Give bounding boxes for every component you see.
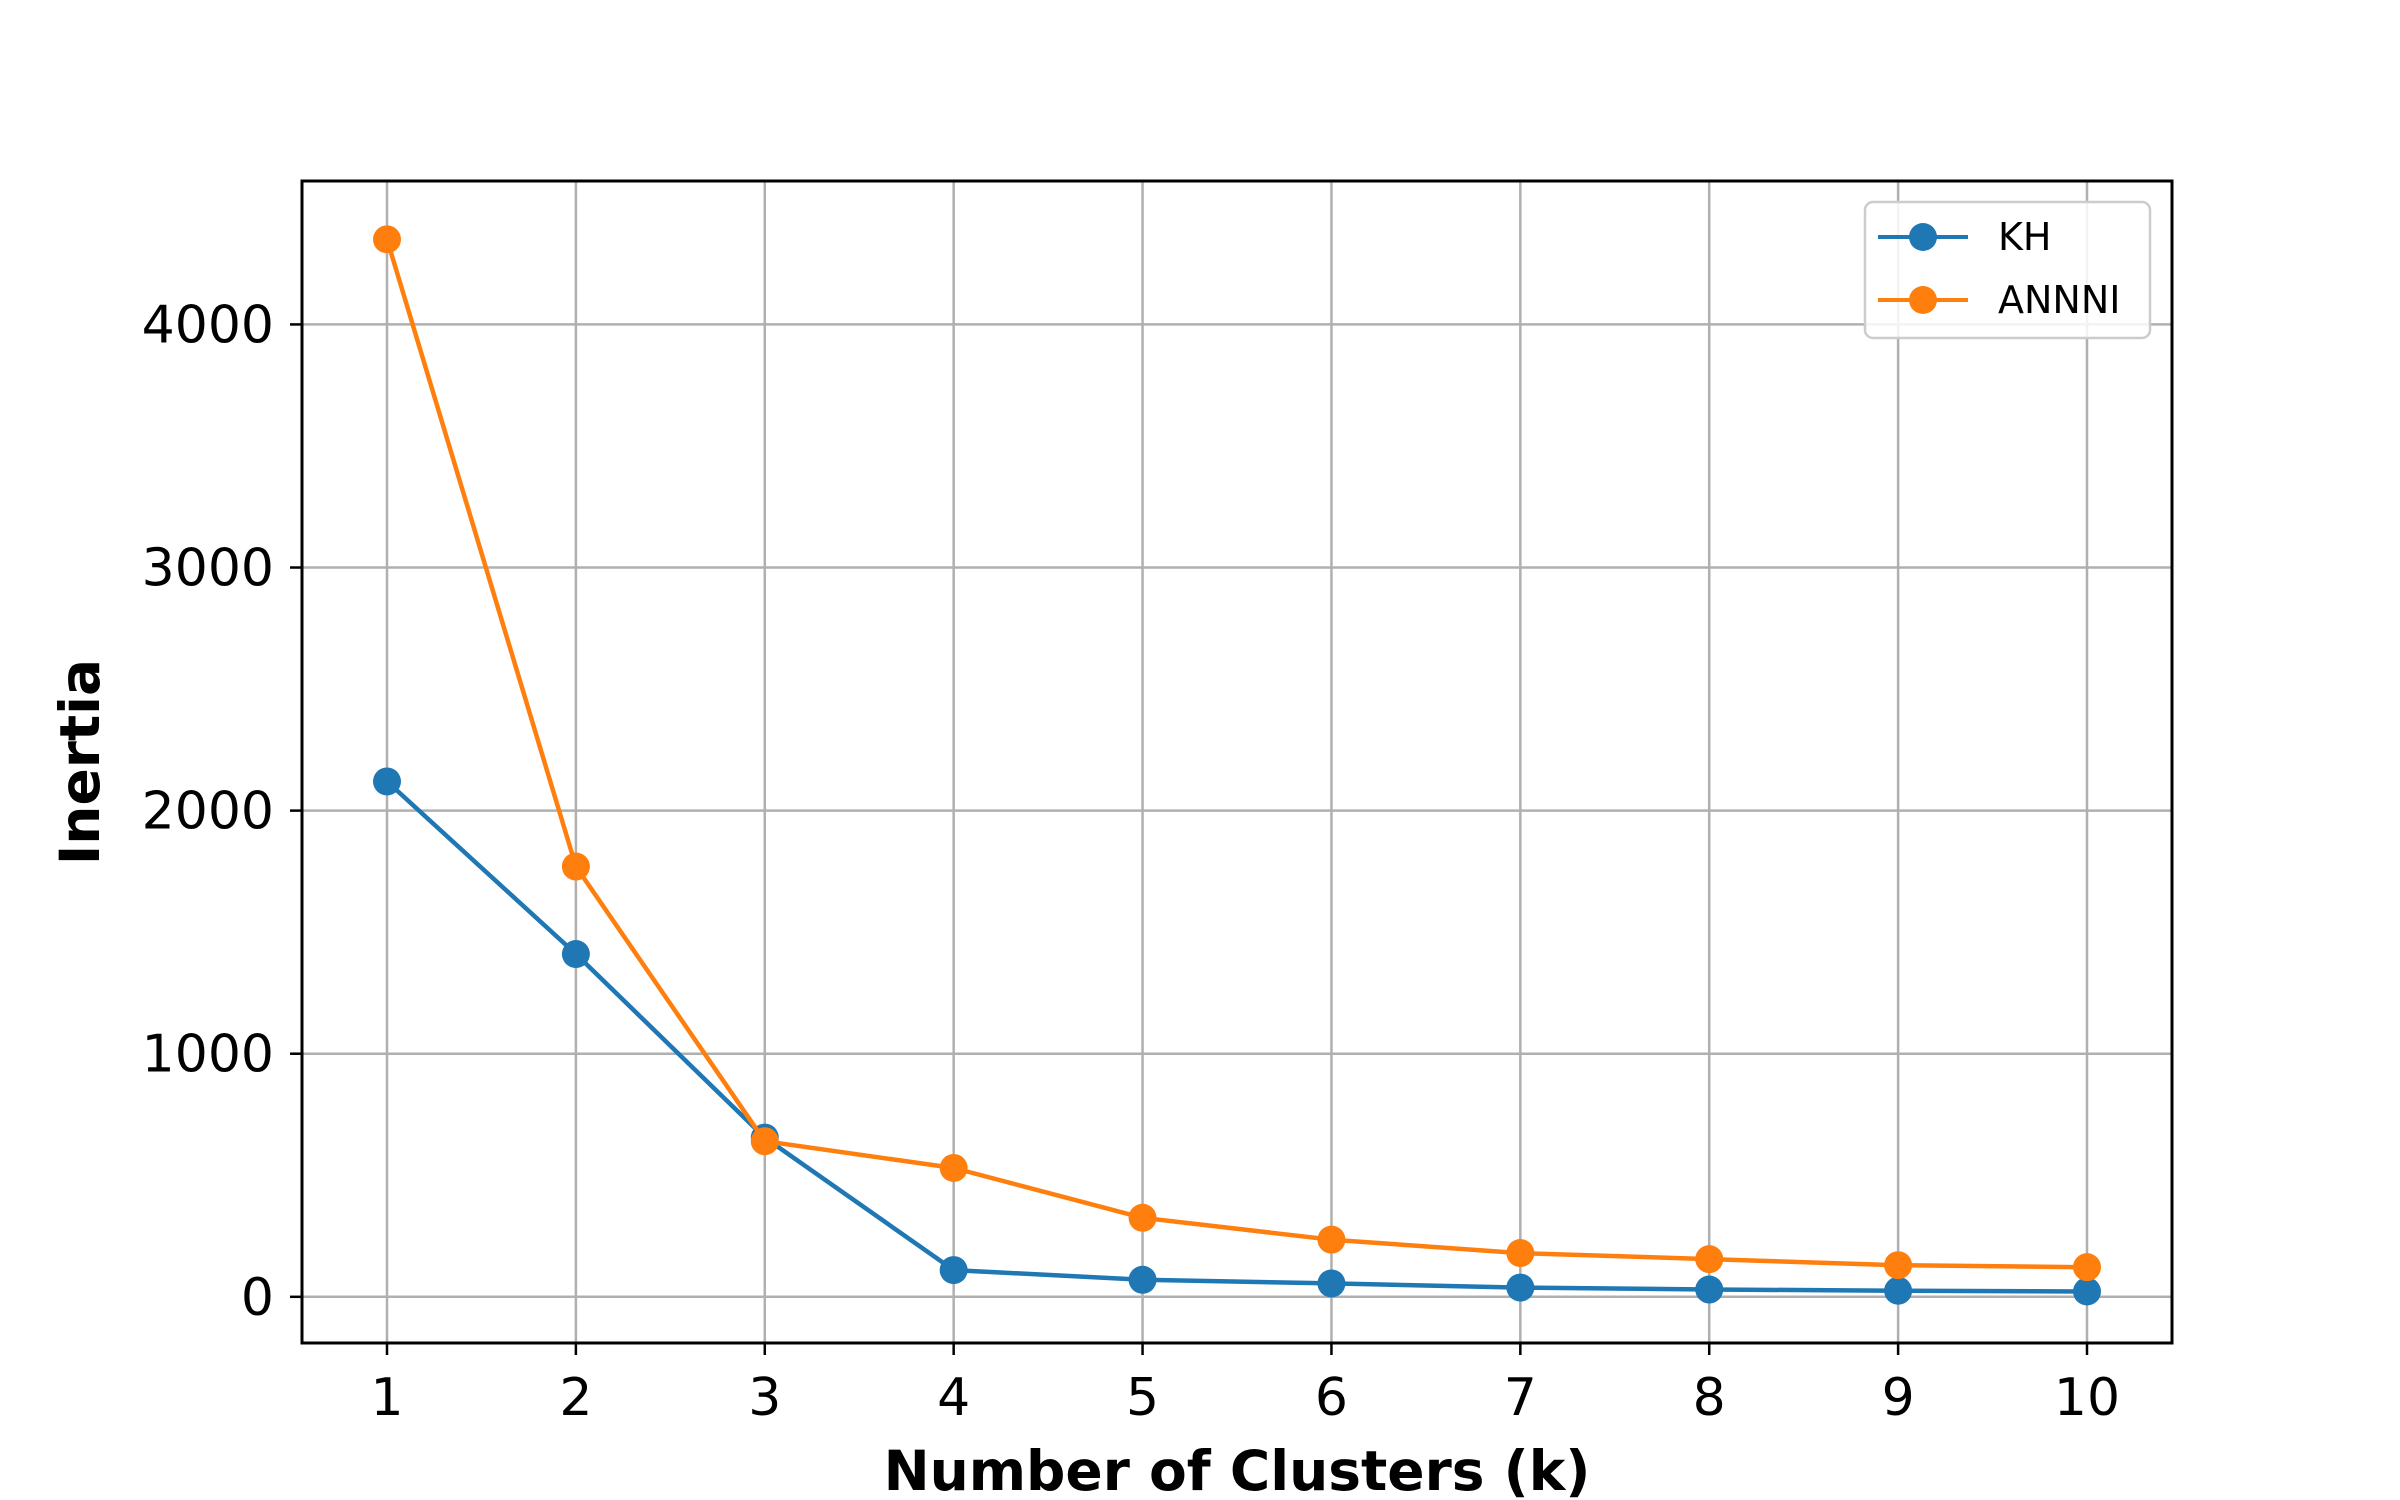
- y-tick-label: 3000: [142, 539, 274, 599]
- x-tick-label: 6: [1315, 1368, 1348, 1428]
- series-kh-point: [561, 940, 590, 969]
- series-annni-point: [939, 1153, 968, 1182]
- legend-annni-label: ANNNI: [1998, 278, 2120, 322]
- x-tick-label: 3: [748, 1368, 781, 1428]
- series: [373, 225, 2101, 1306]
- series-kh-line: [384, 779, 2090, 1294]
- x-axis-title: Number of Clusters (k): [884, 1439, 1591, 1500]
- y-tick-label: 1000: [142, 1025, 274, 1085]
- y-tick-label: 4000: [142, 295, 274, 355]
- series-annni-line: [384, 237, 2090, 1270]
- x-tick-label: 7: [1504, 1368, 1537, 1428]
- series-kh-point: [939, 1256, 968, 1285]
- x-tick-label: 4: [937, 1368, 970, 1428]
- y-tick-label: 0: [241, 1268, 274, 1328]
- series-annni-point: [750, 1127, 779, 1156]
- x-tick-label: 5: [1126, 1368, 1159, 1428]
- plot-frame: [300, 179, 2174, 1345]
- x-tick-label: 1: [370, 1368, 403, 1428]
- y-axis-title: Inertia: [48, 659, 112, 865]
- series-annni-point: [373, 225, 401, 254]
- x-tick-label: 9: [1882, 1368, 1915, 1428]
- series-annni-point: [2073, 1253, 2101, 1282]
- series-annni-point: [1695, 1245, 1724, 1274]
- legend: KH ANNNI: [1863, 200, 2152, 340]
- series-annni-point: [561, 852, 590, 881]
- x-tick-label: 8: [1693, 1368, 1726, 1428]
- legend-annni-marker: [1909, 286, 1937, 314]
- x-tick-label: 10: [2054, 1368, 2120, 1428]
- series-annni: [373, 225, 2101, 1282]
- series-kh-point: [2073, 1277, 2101, 1306]
- axis-ticks: 1 2 3 4 5 6 7 8 9 10 0 1000 2000 3000 4000: [142, 295, 2120, 1428]
- y-tick-label: 2000: [142, 782, 274, 842]
- series-annni-point: [1884, 1251, 1913, 1280]
- series-kh: [373, 767, 2101, 1306]
- series-annni-point: [1128, 1203, 1157, 1232]
- series-kh-point: [373, 767, 401, 796]
- x-tick-label: 2: [559, 1368, 592, 1428]
- series-kh-point: [1317, 1269, 1346, 1298]
- grid: [302, 181, 2172, 1343]
- series-kh-point: [1695, 1275, 1724, 1304]
- legend-kh-marker: [1909, 223, 1937, 251]
- series-annni-point: [1506, 1239, 1535, 1268]
- series-kh-point: [1128, 1265, 1157, 1294]
- legend-kh-label: KH: [1998, 215, 2052, 259]
- series-annni-point: [1317, 1225, 1346, 1254]
- series-kh-point: [1884, 1276, 1913, 1305]
- series-kh-point: [1506, 1273, 1535, 1302]
